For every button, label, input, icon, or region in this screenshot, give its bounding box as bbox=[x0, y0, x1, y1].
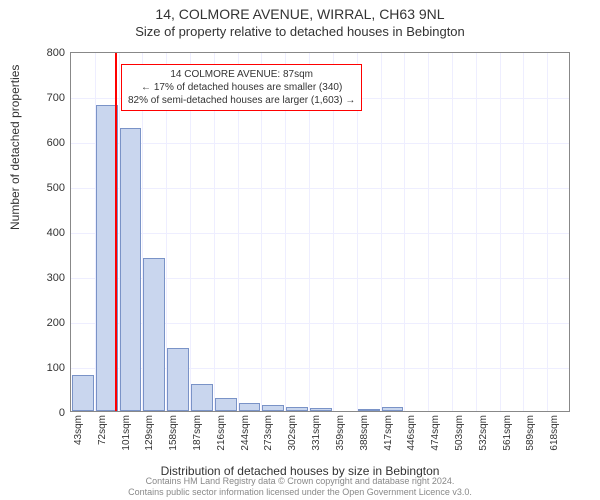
gridline-v bbox=[523, 53, 524, 411]
gridline-v bbox=[476, 53, 477, 411]
gridline-v bbox=[452, 53, 453, 411]
annotation-line: 14 COLMORE AVENUE: 87sqm bbox=[128, 68, 355, 81]
xtick-label: 72sqm bbox=[97, 415, 108, 445]
annotation-line: 82% of semi-detached houses are larger (… bbox=[128, 94, 355, 107]
ytick-label: 600 bbox=[47, 137, 65, 149]
ytick-label: 500 bbox=[47, 182, 65, 194]
xtick-label: 503sqm bbox=[454, 415, 465, 451]
gridline-h bbox=[71, 188, 569, 189]
gridline-v bbox=[381, 53, 382, 411]
y-axis-label: Number of detached properties bbox=[8, 65, 22, 230]
footer-text: Contains HM Land Registry data © Crown c… bbox=[0, 476, 600, 498]
xtick-label: 561sqm bbox=[502, 415, 513, 451]
xtick-label: 158sqm bbox=[168, 415, 179, 451]
histogram-bar bbox=[191, 384, 213, 411]
xtick-label: 359sqm bbox=[335, 415, 346, 451]
gridline-v bbox=[547, 53, 548, 411]
histogram-bar bbox=[239, 403, 261, 411]
ytick-label: 800 bbox=[47, 47, 65, 59]
xtick-label: 417sqm bbox=[383, 415, 394, 451]
histogram-bar bbox=[167, 348, 189, 411]
histogram-bar bbox=[286, 407, 308, 412]
histogram-bar bbox=[262, 405, 284, 411]
gridline-h bbox=[71, 233, 569, 234]
xtick-label: 187sqm bbox=[192, 415, 203, 451]
histogram-bar bbox=[310, 408, 332, 411]
footer-line-2: Contains public sector information licen… bbox=[0, 487, 600, 498]
annotation-box: 14 COLMORE AVENUE: 87sqm← 17% of detache… bbox=[121, 64, 362, 111]
title-line-1: 14, COLMORE AVENUE, WIRRAL, CH63 9NL bbox=[0, 0, 600, 22]
xtick-label: 388sqm bbox=[359, 415, 370, 451]
xtick-label: 302sqm bbox=[287, 415, 298, 451]
histogram-bar bbox=[382, 407, 404, 411]
xtick-label: 618sqm bbox=[549, 415, 560, 451]
xtick-label: 101sqm bbox=[121, 415, 132, 451]
histogram-bar bbox=[358, 409, 380, 411]
gridline-v bbox=[500, 53, 501, 411]
xtick-label: 216sqm bbox=[216, 415, 227, 451]
ytick-label: 700 bbox=[47, 92, 65, 104]
chart-container: 14, COLMORE AVENUE, WIRRAL, CH63 9NL Siz… bbox=[0, 0, 600, 500]
marker-line bbox=[115, 53, 117, 411]
histogram-bar bbox=[143, 258, 165, 411]
ytick-label: 200 bbox=[47, 317, 65, 329]
xtick-label: 273sqm bbox=[263, 415, 274, 451]
xtick-label: 474sqm bbox=[430, 415, 441, 451]
footer-line-1: Contains HM Land Registry data © Crown c… bbox=[0, 476, 600, 487]
gridline-v bbox=[404, 53, 405, 411]
xtick-label: 331sqm bbox=[311, 415, 322, 451]
title-line-2: Size of property relative to detached ho… bbox=[0, 22, 600, 39]
plot-area: 010020030040050060070080043sqm72sqm101sq… bbox=[70, 52, 570, 412]
annotation-line: ← 17% of detached houses are smaller (34… bbox=[128, 81, 355, 94]
ytick-label: 100 bbox=[47, 362, 65, 374]
histogram-bar bbox=[215, 398, 237, 412]
histogram-bar bbox=[120, 128, 142, 412]
xtick-label: 129sqm bbox=[144, 415, 155, 451]
gridline-v bbox=[428, 53, 429, 411]
ytick-label: 0 bbox=[59, 407, 65, 419]
xtick-label: 43sqm bbox=[73, 415, 84, 445]
xtick-label: 589sqm bbox=[525, 415, 536, 451]
xtick-label: 244sqm bbox=[240, 415, 251, 451]
xtick-label: 532sqm bbox=[478, 415, 489, 451]
ytick-label: 400 bbox=[47, 227, 65, 239]
xtick-label: 446sqm bbox=[406, 415, 417, 451]
histogram-bar bbox=[72, 375, 94, 411]
ytick-label: 300 bbox=[47, 272, 65, 284]
gridline-h bbox=[71, 143, 569, 144]
